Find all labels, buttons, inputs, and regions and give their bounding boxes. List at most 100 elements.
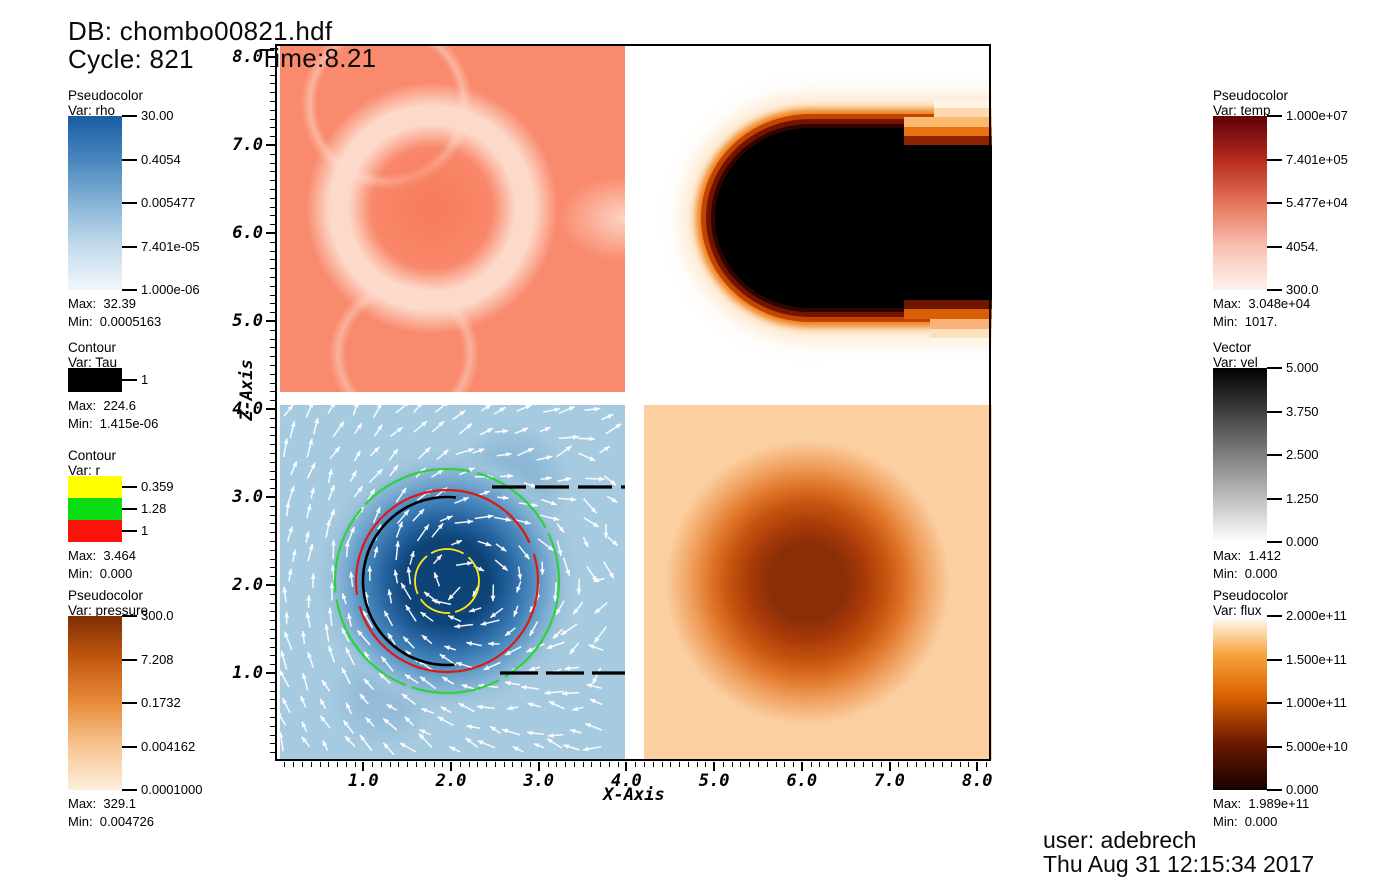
user-label: user: adebrech xyxy=(1043,827,1197,853)
legend-tick-line xyxy=(1267,158,1282,161)
x-axis-minor-tick xyxy=(784,762,786,767)
x-axis-minor-tick xyxy=(284,762,286,767)
x-axis-tick-label: 6.0 xyxy=(786,771,818,791)
z-axis-minor-tick xyxy=(270,224,275,226)
legend-tick-label: 1.250 xyxy=(1286,490,1319,506)
z-axis-minor-tick xyxy=(270,329,275,331)
z-axis-minor-tick xyxy=(270,453,275,454)
z-axis-tick xyxy=(266,320,275,322)
legend-max: Max: 224.6 xyxy=(68,398,136,413)
x-axis-minor-tick xyxy=(819,762,821,767)
legend-colorbar xyxy=(1213,616,1267,790)
x-axis-minor-tick xyxy=(600,762,602,767)
x-axis-minor-tick xyxy=(398,762,400,767)
x-axis-minor-tick xyxy=(907,762,908,767)
x-axis-minor-tick xyxy=(942,762,944,767)
z-axis-minor-tick xyxy=(270,734,275,736)
z-axis-minor-tick xyxy=(270,338,275,340)
x-axis-minor-tick xyxy=(310,762,312,767)
z-axis-tick xyxy=(266,584,275,586)
x-axis-minor-tick xyxy=(933,762,935,767)
datetime-label: Thu Aug 31 12:15:34 2017 xyxy=(1043,851,1315,877)
panel-top-right-temp xyxy=(625,45,992,392)
z-axis-title: Z-Axis xyxy=(237,359,257,421)
z-axis-minor-tick xyxy=(270,250,275,252)
legend-tick-line xyxy=(122,789,137,791)
legend-max: Max: 3.464 xyxy=(68,548,136,563)
z-axis-minor-tick xyxy=(270,48,275,50)
legend-min: Min: 0.0005163 xyxy=(68,314,162,329)
z-axis-minor-tick xyxy=(270,637,275,639)
z-axis-minor-tick xyxy=(270,532,275,534)
legend-tick-label: 0.000 xyxy=(1286,782,1319,797)
legend-tick-line xyxy=(1267,541,1282,543)
legend-tick-label: 1.000e+11 xyxy=(1286,695,1347,710)
x-axis-minor-tick xyxy=(749,762,751,767)
z-axis-minor-tick xyxy=(270,593,275,595)
z-axis-minor-tick xyxy=(270,356,275,358)
z-axis-minor-tick xyxy=(270,294,275,296)
z-axis-tick-label: 4.0 xyxy=(232,399,263,419)
z-axis-tick xyxy=(266,144,275,146)
legend-tick-line xyxy=(1267,289,1282,291)
legend-tick-line xyxy=(1267,615,1282,617)
legend-tick-label: 2.000e+11 xyxy=(1286,608,1347,623)
z-axis-minor-tick xyxy=(270,655,275,657)
x-axis-minor-tick xyxy=(959,762,961,767)
legend-tick-label: 1 xyxy=(141,523,149,538)
legend-tick-label: 7.401e+05 xyxy=(1286,151,1348,167)
z-axis-minor-tick xyxy=(270,83,275,85)
cycle-label: Cycle: 821 xyxy=(68,44,194,74)
x-axis-tick xyxy=(362,762,365,771)
legend-tick-label: 0.4054 xyxy=(141,151,181,167)
z-axis-minor-tick xyxy=(270,391,275,393)
contour-green-circle xyxy=(333,467,561,695)
contour-red-circle xyxy=(354,488,540,674)
z-axis-minor-tick xyxy=(270,558,275,560)
legend-colorbar xyxy=(1213,368,1267,542)
legend-type: Pseudocolor xyxy=(1213,588,1289,603)
z-axis-minor-tick xyxy=(270,549,275,551)
x-axis-minor-tick xyxy=(880,762,882,767)
legend-tick-line xyxy=(122,245,137,248)
z-axis-minor-tick xyxy=(270,752,275,754)
x-axis-minor-tick xyxy=(643,762,645,767)
z-axis-tick-label: 5.0 xyxy=(232,311,263,331)
x-axis-minor-tick xyxy=(872,762,873,767)
legend-tick-label: 2.500 xyxy=(1286,447,1319,462)
legend-tick-line xyxy=(1267,745,1282,748)
z-axis-tick xyxy=(266,496,275,498)
legend-tick-line xyxy=(1267,410,1282,413)
x-axis-minor-tick xyxy=(547,762,549,767)
z-axis-minor-tick xyxy=(270,373,275,375)
x-axis-minor-tick xyxy=(354,762,356,767)
z-axis-minor-tick xyxy=(270,646,275,648)
z-axis-minor-tick xyxy=(270,681,275,683)
legend-colorbar xyxy=(68,116,122,290)
z-axis-minor-tick xyxy=(270,277,275,278)
legend-tick-line xyxy=(122,658,137,661)
z-axis-minor-tick xyxy=(270,664,275,666)
z-axis-minor-tick xyxy=(270,268,275,270)
legend-swatch xyxy=(68,498,122,520)
z-axis-tick-label: 2.0 xyxy=(232,575,263,595)
legend-min: Min: 1.415e-06 xyxy=(68,416,159,431)
x-axis-minor-tick xyxy=(512,762,514,767)
legend-var: Var: rho xyxy=(68,103,116,118)
z-axis-minor-tick xyxy=(270,488,275,490)
legend-tick-label: 300.0 xyxy=(1286,282,1319,297)
x-axis-minor-tick xyxy=(529,762,531,767)
x-axis-minor-tick xyxy=(793,762,794,767)
z-axis-minor-tick xyxy=(270,162,275,164)
x-axis-minor-tick xyxy=(766,762,768,767)
legend-min: Min: 0.004726 xyxy=(68,814,155,829)
z-axis-minor-tick xyxy=(270,101,275,102)
legend-tick-line xyxy=(122,158,137,161)
contour-yellow-circle xyxy=(414,548,480,614)
x-axis-minor-tick xyxy=(670,762,672,767)
x-axis-minor-tick xyxy=(915,762,917,767)
z-axis-minor-tick xyxy=(270,611,275,613)
x-axis-minor-tick xyxy=(293,762,295,767)
x-axis-minor-tick xyxy=(565,762,566,767)
